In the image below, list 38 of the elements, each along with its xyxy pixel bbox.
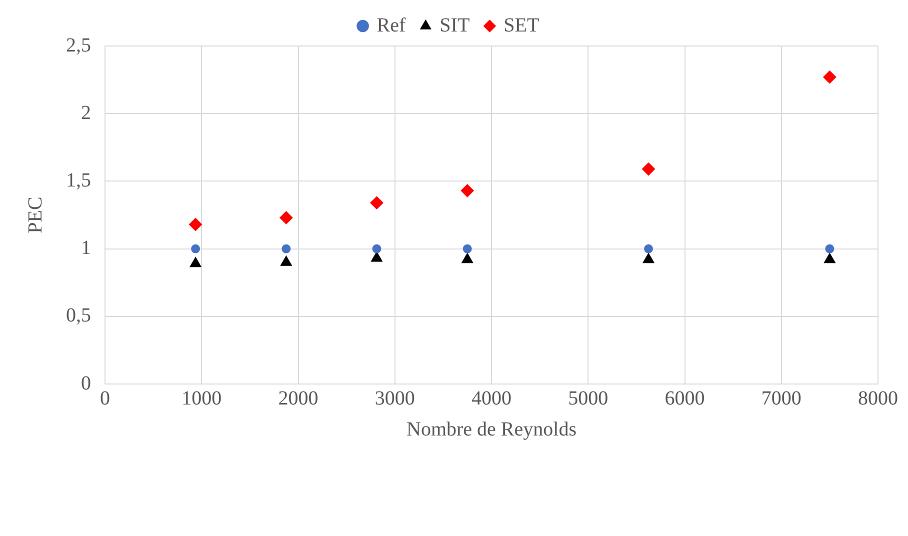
y-tick-label: 0,5 <box>66 304 91 327</box>
point <box>825 244 834 254</box>
x-tick-label: 4000 <box>472 387 512 410</box>
point <box>370 196 384 210</box>
y-tick-label: 1 <box>81 237 91 260</box>
point <box>372 244 382 254</box>
point <box>371 252 382 262</box>
point <box>190 257 202 268</box>
x-tick-label: 8000 <box>858 387 898 410</box>
point <box>189 218 202 231</box>
point <box>644 244 654 254</box>
x-tick-label: 2000 <box>278 387 318 410</box>
x-tick-label: 7000 <box>761 387 802 410</box>
y-tick-label: 1,5 <box>66 169 91 192</box>
point <box>280 256 292 266</box>
y-tick-label: 0 <box>81 372 91 394</box>
y-tick-label: 2 <box>81 102 91 124</box>
x-tick-label: 3000 <box>374 387 415 410</box>
point <box>191 244 200 254</box>
x-tick-label: 1000 <box>182 387 222 410</box>
legend-label: SIT <box>440 14 470 36</box>
point <box>462 253 474 264</box>
point <box>462 244 472 254</box>
point <box>280 211 293 224</box>
point <box>282 244 291 254</box>
x-tick-label: 5000 <box>568 387 608 410</box>
x-tick-label: 6000 <box>664 387 705 410</box>
y-tick-label: 2,5 <box>66 34 91 56</box>
point <box>824 253 836 264</box>
legend-label: SET <box>504 14 540 36</box>
y-axis-title: PEC <box>24 196 46 234</box>
x-tick-label: 0 <box>100 387 110 410</box>
x-axis-title: Nombre de Reynolds <box>406 418 577 440</box>
point <box>642 162 656 176</box>
legend-label: Ref <box>376 14 406 36</box>
point <box>460 184 474 198</box>
point <box>823 70 836 84</box>
point <box>642 253 654 264</box>
